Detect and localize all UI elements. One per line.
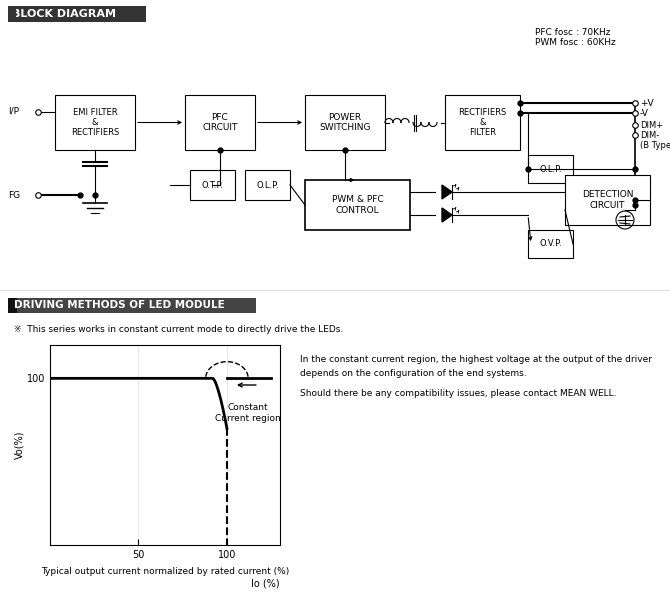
- Bar: [245, 170, 290, 200]
- Text: DIM-: DIM-: [640, 130, 659, 140]
- Text: In the constant current region, the highest voltage at the output of the driver: In the constant current region, the high…: [300, 355, 652, 364]
- Text: Should there be any compatibility issues, please contact MEAN WELL.: Should there be any compatibility issues…: [300, 389, 616, 398]
- Bar: [8, 298, 256, 313]
- Bar: [185, 95, 255, 150]
- Text: POWER
SWITCHING: POWER SWITCHING: [319, 113, 371, 132]
- Bar: [565, 175, 650, 225]
- Text: DIM+: DIM+: [640, 121, 663, 130]
- Text: DETECTION
CIRCUIT: DETECTION CIRCUIT: [582, 190, 633, 210]
- Bar: [305, 180, 410, 230]
- Text: Io (%): Io (%): [251, 578, 280, 588]
- Text: FG: FG: [8, 190, 20, 200]
- Text: O.L.P.: O.L.P.: [539, 165, 562, 173]
- Text: BLOCK DIAGRAM: BLOCK DIAGRAM: [12, 9, 116, 19]
- Text: Typical output current normalized by rated current (%): Typical output current normalized by rat…: [41, 567, 289, 576]
- Text: EMI FILTER
&
RECTIFIERS: EMI FILTER & RECTIFIERS: [71, 108, 119, 138]
- Bar: [55, 95, 135, 150]
- Text: Constant
Current region: Constant Current region: [215, 403, 281, 423]
- Text: depends on the configuration of the end systems.: depends on the configuration of the end …: [300, 369, 527, 378]
- Text: DRIVING METHODS OF LED MODULE: DRIVING METHODS OF LED MODULE: [14, 300, 224, 310]
- Bar: [190, 170, 235, 200]
- Bar: [8, 6, 146, 22]
- Text: PWM & PFC
CONTROL: PWM & PFC CONTROL: [332, 195, 383, 215]
- Y-axis label: Vo(%): Vo(%): [14, 431, 24, 459]
- Text: PFC fosc : 70KHz
PWM fosc : 60KHz: PFC fosc : 70KHz PWM fosc : 60KHz: [535, 28, 616, 47]
- Text: PFC
CIRCUIT: PFC CIRCUIT: [202, 113, 238, 132]
- Bar: [528, 230, 573, 258]
- Text: O.V.P.: O.V.P.: [539, 239, 562, 248]
- Text: ※  This series works in constant current mode to directly drive the LEDs.: ※ This series works in constant current …: [14, 325, 343, 334]
- Text: I/P: I/P: [8, 107, 19, 116]
- Bar: [528, 155, 573, 183]
- Text: -V: -V: [640, 108, 649, 118]
- Bar: [8, 7, 16, 18]
- Bar: [305, 95, 385, 150]
- Bar: [445, 95, 520, 150]
- Polygon shape: [442, 208, 452, 222]
- Text: RECTIFIERS
&
FILTER: RECTIFIERS & FILTER: [458, 108, 507, 138]
- Polygon shape: [442, 185, 452, 199]
- Bar: [8, 298, 17, 313]
- Text: O.L.P.: O.L.P.: [256, 181, 279, 190]
- Text: +V: +V: [640, 99, 654, 108]
- Text: O.T.P.: O.T.P.: [202, 181, 224, 190]
- Text: (B Type): (B Type): [640, 141, 670, 149]
